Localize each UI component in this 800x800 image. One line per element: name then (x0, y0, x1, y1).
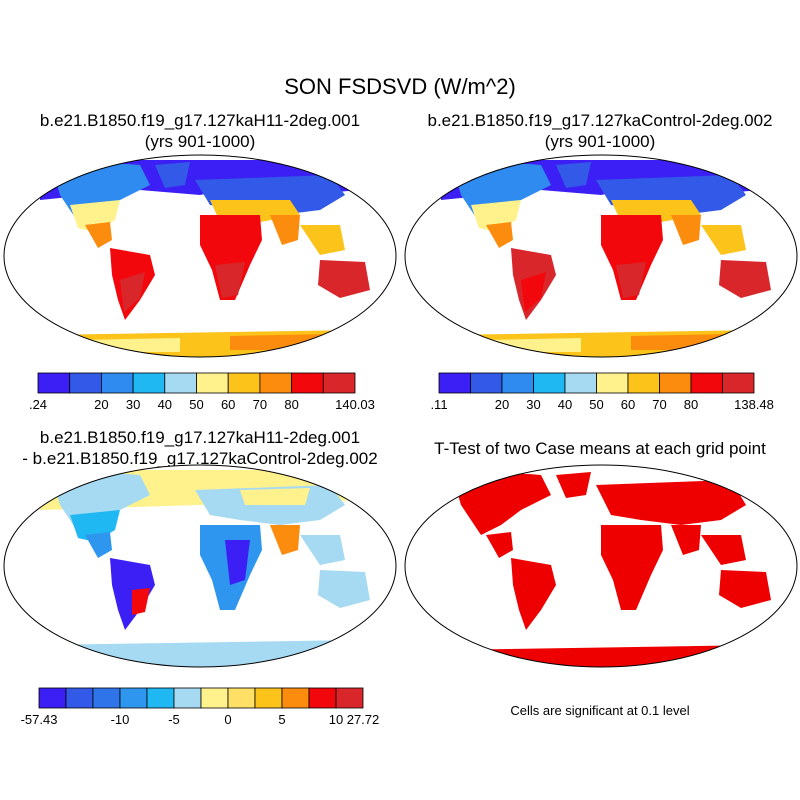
diff-colorbar-box (173, 687, 202, 709)
case2-colorbar-box (690, 372, 723, 394)
case1-colorbar-box (322, 372, 356, 394)
case1-colorbar-box (101, 372, 134, 394)
significance-note: Cells are significant at 0.1 level (510, 703, 690, 718)
case2-colorbar-label: 50 (589, 397, 603, 412)
case2-colorbar-label: 70 (652, 397, 666, 412)
colorbar-case2: .11 20 30 40 50 60 70 80 138.48 (430, 372, 774, 412)
map-ttest (404, 464, 798, 668)
case1-colorbar-label: 60 (221, 397, 235, 412)
diff-colorbar-box (119, 687, 148, 709)
panel-title-case2: b.e21.B1850.f19_g17.127kaControl-2deg.00… (400, 110, 800, 152)
map-difference-field (20, 470, 380, 667)
map-case2 (404, 154, 798, 358)
case1-colorbar-label: 40 (158, 397, 172, 412)
case1-colorbar-box (196, 372, 229, 394)
diff-colorbar-box (200, 687, 229, 709)
diff-colorbar-box (281, 687, 310, 709)
case1-colorbar-label: 80 (284, 397, 298, 412)
case2-colorbar-box (659, 372, 692, 394)
diff-colorbar-label: 0 (224, 712, 231, 727)
diff-colorbar-label: -5 (168, 712, 180, 727)
case2-colorbar-box (596, 372, 629, 394)
case2-colorbar-box (564, 372, 597, 394)
case1-colorbar-box (37, 372, 71, 394)
case2-colorbar-label: 40 (558, 397, 572, 412)
panel-title-ttest-line1: T-Test of two Case means at each grid po… (434, 439, 766, 458)
diff-colorbar-box (308, 687, 337, 709)
case2-colorbar-box (438, 372, 471, 394)
diff-colorbar-label: -57.43 (21, 712, 58, 727)
diff-colorbar-box (254, 687, 283, 709)
panel-title-case2-line1: b.e21.B1850.f19_g17.127kaControl-2deg.00… (427, 111, 773, 130)
diff-colorbar-label: 27.72 (347, 712, 380, 727)
diff-colorbar-label: 5 (278, 712, 285, 727)
panel-title-ttest: T-Test of two Case means at each grid po… (400, 438, 800, 459)
case2-colorbar-label: 138.48 (734, 397, 774, 412)
diff-colorbar-box (146, 687, 175, 709)
diff-colorbar-box (227, 687, 256, 709)
case2-colorbar-box (627, 372, 660, 394)
panel-title-case1-line2: (yrs 901-1000) (144, 132, 256, 151)
panel-title-diff-line1: b.e21.B1850.f19_g17.127kaH11-2deg.001 (39, 428, 361, 447)
case1-colorbar-box (69, 372, 102, 394)
diff-colorbar-label: 10 (329, 712, 343, 727)
case1-colorbar-label: 20 (94, 397, 108, 412)
case1-colorbar-label: 140.03 (335, 397, 375, 412)
case1-colorbar-label: 50 (189, 397, 203, 412)
diff-colorbar-box (335, 687, 364, 709)
panel-title-case1-line1: b.e21.B1850.f19_g17.127kaH11-2deg.001 (39, 111, 361, 130)
case2-colorbar-box (501, 372, 534, 394)
panel-title-case2-line2: (yrs 901-1000) (544, 132, 656, 151)
case1-colorbar-box (227, 372, 261, 394)
map-case2-field (421, 160, 781, 357)
case1-colorbar-label: 70 (253, 397, 267, 412)
case1-colorbar-label: 30 (126, 397, 140, 412)
panel-title-diff-line2: - b.e21.B1850.f19_g17.127kaControl-2deg.… (22, 449, 378, 468)
case2-colorbar-label: 20 (495, 397, 509, 412)
case2-colorbar-label: 80 (684, 397, 698, 412)
case2-colorbar-box (470, 372, 503, 394)
case2-colorbar-label: 30 (526, 397, 540, 412)
map-difference (3, 464, 397, 668)
figure-title: SON FSDSVD (W/m^2) (284, 74, 516, 99)
colorbar-case1: .24 20 30 40 50 60 70 80 140.03 (29, 372, 375, 412)
case2-colorbar-box (533, 372, 566, 394)
case1-colorbar-box (259, 372, 292, 394)
panel-title-case1: b.e21.B1850.f19_g17.127kaH11-2deg.001 (y… (0, 110, 400, 152)
colorbar-difference: -57.43 -10 -5 0 5 10 27.72 (21, 687, 380, 727)
diff-colorbar-box (65, 687, 94, 709)
case2-colorbar-box (722, 372, 755, 394)
case2-colorbar-label: .11 (430, 397, 447, 412)
case1-colorbar-box (132, 372, 166, 394)
case1-colorbar-box (291, 372, 324, 394)
panel-title-diff: b.e21.B1850.f19_g17.127kaH11-2deg.001 - … (0, 427, 400, 469)
case2-colorbar-label: 60 (621, 397, 635, 412)
diff-colorbar-box (38, 687, 67, 709)
case1-colorbar-label: .24 (29, 397, 47, 412)
case1-colorbar-box (164, 372, 197, 394)
diff-colorbar-label: -10 (111, 712, 130, 727)
diff-colorbar-box (92, 687, 121, 709)
map-case1 (3, 154, 397, 358)
